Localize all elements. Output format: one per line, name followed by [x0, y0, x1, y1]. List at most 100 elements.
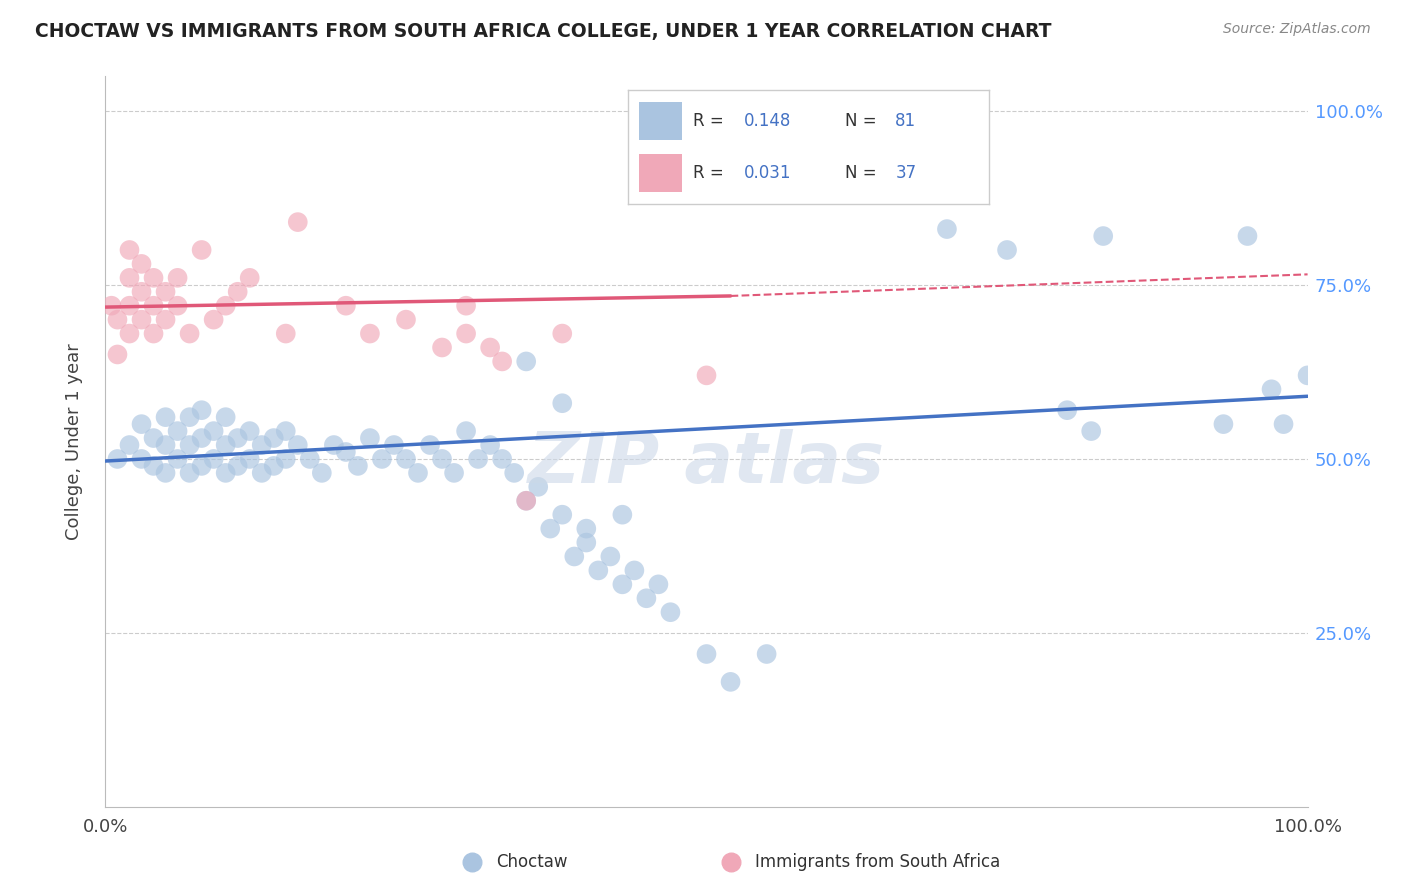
- Point: [179, 466, 201, 480]
- Point: [142, 326, 165, 341]
- Point: [454, 326, 477, 341]
- Point: [551, 326, 574, 341]
- Point: [1272, 417, 1295, 431]
- Point: [419, 438, 441, 452]
- Text: Immigrants from South Africa: Immigrants from South Africa: [755, 853, 1000, 871]
- Point: [142, 299, 165, 313]
- Point: [226, 431, 249, 445]
- Point: [623, 563, 645, 577]
- Point: [263, 431, 285, 445]
- Point: [322, 438, 344, 452]
- Point: [190, 431, 212, 445]
- Point: [202, 424, 225, 438]
- Point: [382, 438, 405, 452]
- Point: [443, 466, 465, 480]
- Point: [118, 326, 141, 341]
- Point: [142, 270, 165, 285]
- Point: [995, 243, 1018, 257]
- Point: [131, 452, 153, 467]
- Point: [720, 853, 742, 867]
- Text: CHOCTAW VS IMMIGRANTS FROM SOUTH AFRICA COLLEGE, UNDER 1 YEAR CORRELATION CHART: CHOCTAW VS IMMIGRANTS FROM SOUTH AFRICA …: [35, 22, 1052, 41]
- Point: [371, 452, 394, 467]
- Point: [575, 522, 598, 536]
- Point: [214, 438, 236, 452]
- Point: [395, 452, 418, 467]
- Point: [118, 243, 141, 257]
- Point: [274, 424, 297, 438]
- Point: [454, 299, 477, 313]
- Text: Source: ZipAtlas.com: Source: ZipAtlas.com: [1223, 22, 1371, 37]
- Point: [142, 458, 165, 473]
- Point: [430, 341, 453, 355]
- Point: [214, 466, 236, 480]
- Point: [250, 438, 273, 452]
- Point: [395, 312, 418, 326]
- Text: Choctaw: Choctaw: [496, 853, 568, 871]
- Point: [107, 312, 129, 326]
- Point: [503, 466, 526, 480]
- Point: [118, 299, 141, 313]
- Point: [155, 410, 177, 425]
- Point: [263, 458, 285, 473]
- Point: [1080, 424, 1102, 438]
- Point: [239, 452, 262, 467]
- Point: [239, 270, 262, 285]
- Y-axis label: College, Under 1 year: College, Under 1 year: [65, 343, 83, 540]
- Point: [527, 480, 550, 494]
- Point: [755, 647, 778, 661]
- Point: [936, 222, 959, 236]
- Point: [274, 326, 297, 341]
- Point: [107, 347, 129, 361]
- Point: [1092, 229, 1115, 244]
- Point: [1236, 229, 1258, 244]
- Point: [696, 647, 718, 661]
- Point: [359, 431, 381, 445]
- Point: [214, 410, 236, 425]
- Point: [659, 605, 682, 619]
- Point: [454, 424, 477, 438]
- Point: [239, 424, 262, 438]
- Point: [551, 396, 574, 410]
- Point: [155, 466, 177, 480]
- Point: [107, 452, 129, 467]
- Point: [287, 438, 309, 452]
- Point: [335, 445, 357, 459]
- Point: [720, 674, 742, 689]
- Point: [118, 270, 141, 285]
- Point: [166, 270, 188, 285]
- Point: [179, 410, 201, 425]
- Point: [647, 577, 669, 591]
- Point: [1296, 368, 1319, 383]
- Point: [479, 341, 502, 355]
- Point: [155, 285, 177, 299]
- Point: [347, 458, 370, 473]
- Point: [1212, 417, 1234, 431]
- Point: [588, 563, 610, 577]
- Point: [250, 466, 273, 480]
- Point: [142, 431, 165, 445]
- Point: [515, 493, 537, 508]
- Point: [491, 354, 513, 368]
- Point: [696, 368, 718, 383]
- Point: [551, 508, 574, 522]
- Point: [166, 299, 188, 313]
- Point: [430, 452, 453, 467]
- Point: [562, 549, 585, 564]
- Point: [190, 243, 212, 257]
- Point: [155, 438, 177, 452]
- Point: [612, 577, 634, 591]
- Point: [335, 299, 357, 313]
- Point: [131, 257, 153, 271]
- Point: [1056, 403, 1078, 417]
- Point: [287, 215, 309, 229]
- Point: [479, 438, 502, 452]
- Point: [406, 466, 429, 480]
- Point: [118, 438, 141, 452]
- Point: [190, 403, 212, 417]
- Point: [131, 312, 153, 326]
- Point: [131, 417, 153, 431]
- Point: [467, 452, 489, 467]
- Point: [179, 438, 201, 452]
- Point: [612, 508, 634, 522]
- Point: [166, 452, 188, 467]
